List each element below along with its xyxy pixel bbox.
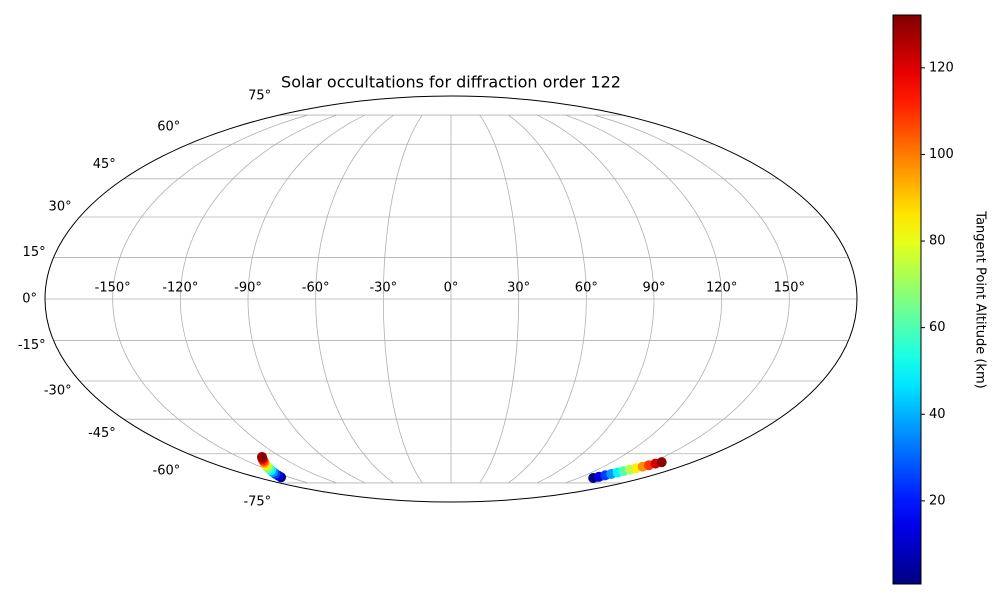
y-tick-label: 75° [248,88,271,103]
y-tick-label: -60° [153,464,181,479]
colorbar-tick-label: 120 [929,60,954,75]
y-tick-label: 30° [49,199,72,214]
x-tick-label: -90° [234,281,262,296]
y-tick-label: -75° [243,495,271,510]
x-tick-label: 120° [706,281,737,296]
colorbar-label: Tangent Point Altitude (km) [973,210,988,388]
x-tick-label: 30° [507,281,530,296]
colorbar-tick-label: 40 [929,407,946,422]
colorbar-tick-label: 100 [929,147,954,162]
y-tick-label: 0° [22,292,37,307]
colorbar [892,14,922,585]
x-tick-label: -120° [162,281,198,296]
x-tick-label: 0° [444,281,459,296]
x-tick-label: 150° [774,281,805,296]
grid-line [179,114,337,484]
grid-line [536,114,655,484]
map-boundary [44,95,858,503]
x-tick-label: 90° [642,281,665,296]
x-tick-label: 60° [575,281,598,296]
x-tick-label: -60° [302,281,330,296]
y-tick-label: -30° [44,384,72,399]
colorbar-tick-label: 20 [929,493,946,508]
grid-line [382,114,423,484]
y-tick-label: 60° [157,119,180,134]
grid-line [315,114,394,484]
grid-line [508,114,587,484]
data-point [656,457,667,468]
grid-line [594,114,790,484]
x-tick-label: -30° [369,281,397,296]
data-point [257,451,268,462]
colorbar-tick-label: 80 [929,234,946,249]
y-tick-label: 45° [93,157,116,172]
colorbar-tick-label: 60 [929,320,946,335]
grid-line [479,114,520,484]
grid-line [247,114,366,484]
x-tick-label: -150° [95,281,131,296]
chart-title: Solar occultations for diffraction order… [281,73,621,92]
y-tick-label: -45° [88,426,116,441]
grid-line [565,114,723,484]
grid-line [112,114,308,484]
y-tick-label: 15° [23,245,46,260]
y-tick-label: -15° [18,338,46,353]
